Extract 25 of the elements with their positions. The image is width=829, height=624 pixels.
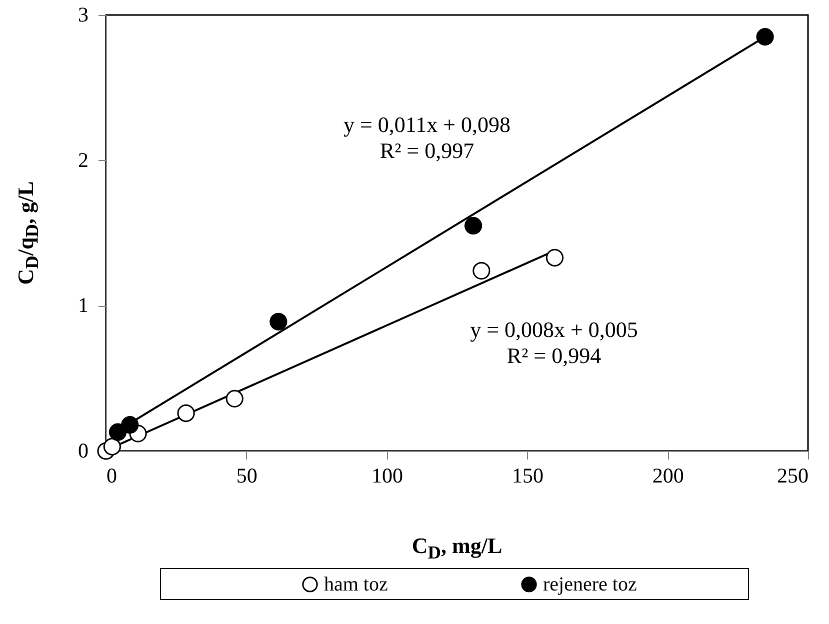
y-tick-label: 2	[78, 148, 88, 172]
point	[270, 312, 288, 330]
legend-label: ham toz	[324, 573, 388, 596]
x-tick-label: 200	[652, 464, 684, 488]
x-tick-label: 250	[777, 464, 808, 488]
point	[226, 390, 244, 408]
annotation: y = 0,008x + 0,005 R² = 0,994	[470, 317, 638, 369]
point	[546, 248, 564, 267]
y-tick-label: 3	[78, 2, 88, 26]
point	[121, 416, 139, 434]
point	[177, 404, 195, 422]
x-axis-title: C$_{D}$, mg/L	[412, 533, 502, 564]
point	[756, 28, 774, 46]
point	[103, 438, 121, 456]
legend-label: rejenere toz	[543, 573, 637, 596]
x-tick-label: 150	[512, 464, 544, 488]
annotation: y = 0,011x + 0,098 R² = 0,997	[344, 112, 510, 164]
point	[464, 216, 482, 235]
point	[472, 262, 490, 280]
y-tick-label: 1	[78, 293, 88, 318]
point	[108, 423, 127, 441]
x-tick-label: 100	[372, 464, 404, 488]
x-tick-label: 50	[236, 464, 258, 488]
y-tick-label: 0	[78, 438, 88, 462]
x-tick-label: 0	[106, 464, 117, 488]
